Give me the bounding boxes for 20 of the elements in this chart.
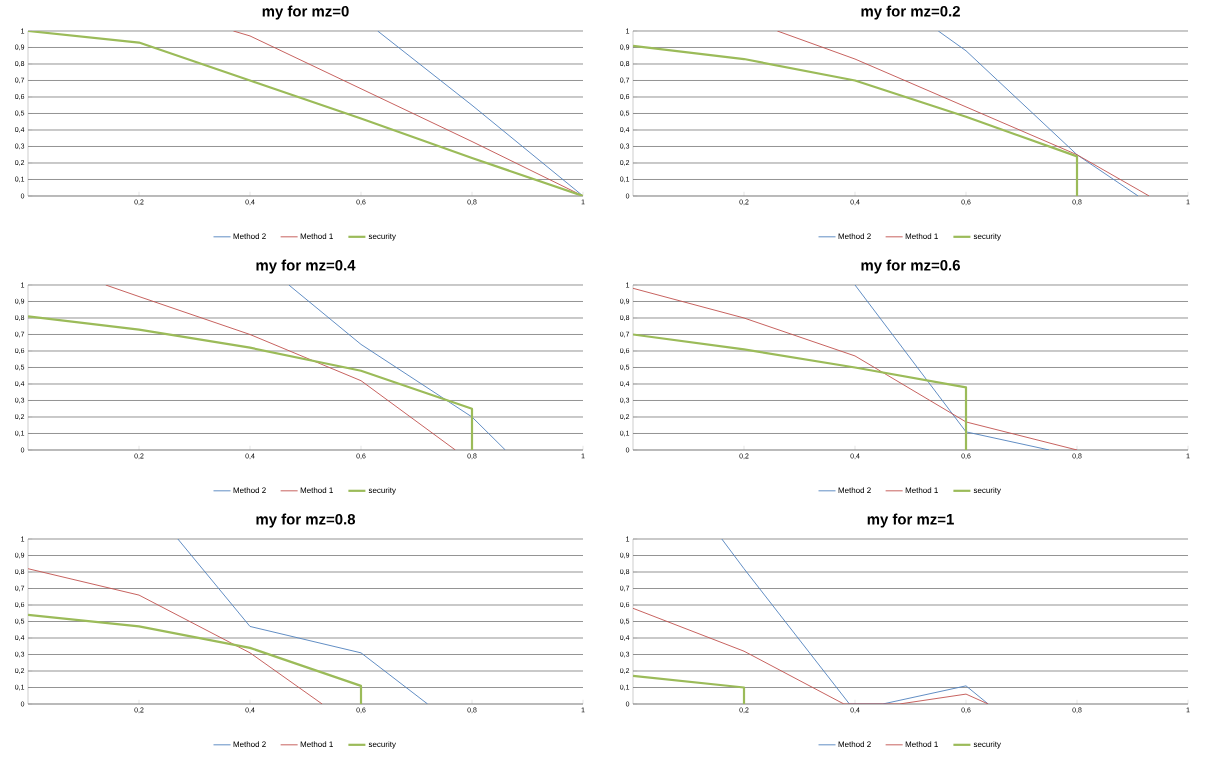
line-series — [721, 539, 989, 704]
chart-title: my for mz=0 — [262, 5, 349, 20]
line-series — [776, 30, 1150, 196]
line-series — [937, 30, 1139, 196]
chart-title: my for mz=1 — [867, 513, 954, 528]
line-series — [633, 287, 1078, 450]
line-series — [28, 613, 363, 704]
line-series — [633, 333, 968, 450]
chart-title: my for mz=0.8 — [256, 513, 356, 528]
line-series — [633, 44, 1079, 196]
chart-title: my for mz=0.4 — [256, 259, 356, 274]
line-series — [105, 285, 456, 450]
chart-title: my for mz=0.6 — [861, 259, 960, 274]
line-series — [177, 539, 429, 704]
line-series — [28, 315, 474, 450]
line-series — [633, 607, 989, 704]
chart-title: my for mz=0.2 — [861, 5, 960, 20]
line-series — [288, 285, 506, 450]
line-series — [28, 30, 584, 196]
line-series — [28, 568, 323, 704]
